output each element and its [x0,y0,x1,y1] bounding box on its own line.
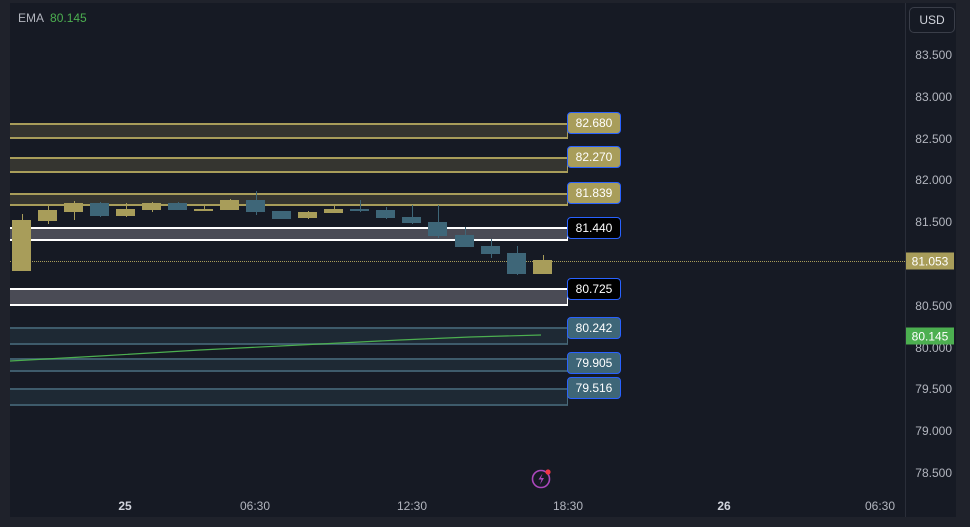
candle [168,202,187,210]
zone-label[interactable]: 79.905 [567,352,621,374]
x-tick: 06:30 [864,499,896,513]
candle [220,199,239,210]
y-tick: 79.000 [915,424,952,438]
zone-label[interactable]: 81.839 [567,182,621,204]
candle [507,246,526,275]
legend-indicator-name: EMA [18,11,45,25]
zone-label[interactable]: 80.725 [567,278,621,300]
x-tick: 06:30 [239,499,271,513]
y-tick: 82.000 [915,173,952,187]
candle [533,255,552,274]
candle [64,201,83,220]
candle [142,202,161,212]
candle [116,203,135,217]
chart-frame [10,3,956,517]
candle [481,239,500,258]
right-edge [956,0,970,527]
candle [376,207,395,219]
y-tick: 78.500 [915,466,952,480]
candle [90,202,109,217]
y-tick: 83.000 [915,90,952,104]
candle [428,205,447,238]
lightning-event-icon[interactable] [531,467,553,489]
last-price-line [10,261,905,262]
x-tick: 26 [717,499,731,513]
candle [350,200,369,212]
y-tick: 80.000 [915,341,952,355]
x-tick: 18:30 [552,499,584,513]
candle [298,211,317,219]
y-tick: 81.500 [915,215,952,229]
candle [402,205,421,224]
candle [38,206,57,224]
currency-button[interactable]: USD [909,7,955,33]
candle [246,191,265,215]
candle [272,211,291,219]
y-tick: 79.500 [915,382,952,396]
last-price-tag: 81.053 [906,252,954,270]
y-tick: 82.500 [915,132,952,146]
candle [194,205,213,211]
candle [12,214,31,271]
legend-indicator-value: 80.145 [50,11,87,25]
zone-label[interactable]: 79.516 [567,377,621,399]
x-tick: 25 [118,499,132,513]
candle [455,227,474,247]
indicator-legend[interactable]: EMA 80.145 [18,11,87,25]
zone-label[interactable]: 82.680 [567,112,621,134]
x-tick: 12:30 [396,499,428,513]
y-tick: 80.500 [915,299,952,313]
y-tick: 83.500 [915,48,952,62]
ema-price-tag: 80.145 [906,327,954,345]
zone-label[interactable]: 81.440 [567,217,621,239]
price-axis-separator [905,3,906,517]
candle [324,205,343,213]
zone-label[interactable]: 80.242 [567,317,621,339]
zone-label[interactable]: 82.270 [567,146,621,168]
